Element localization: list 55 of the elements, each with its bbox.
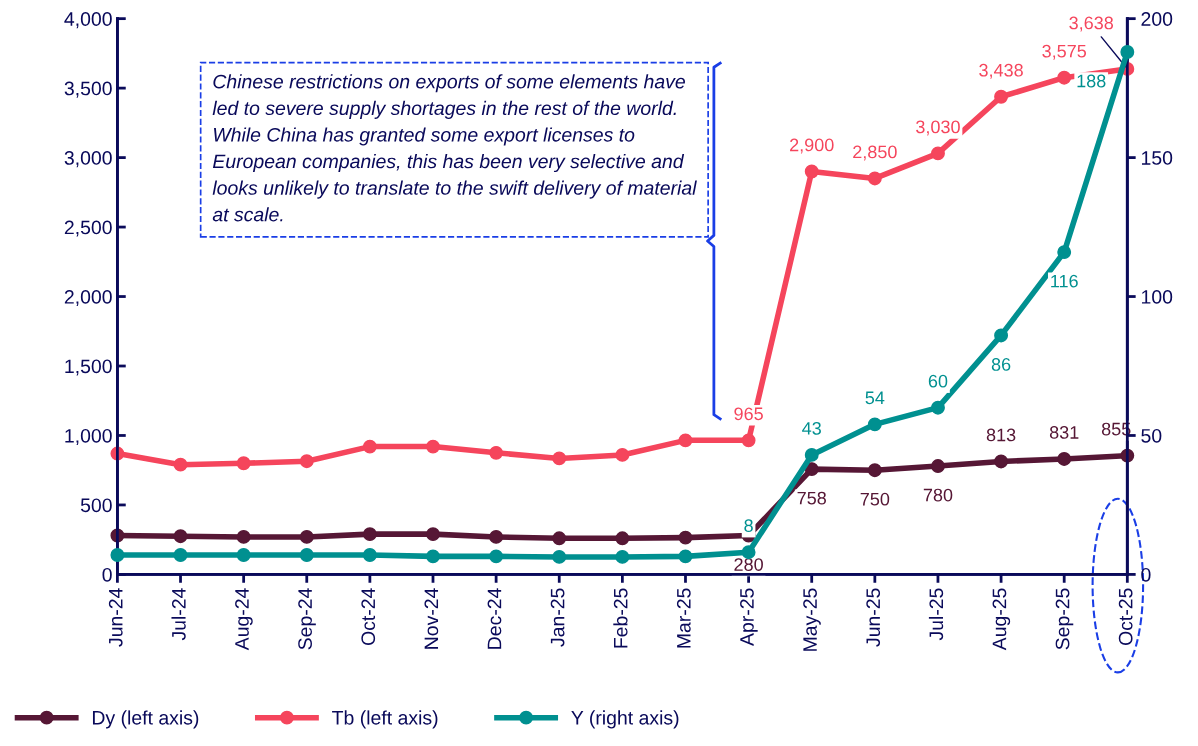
y-tick-label: 3,000 bbox=[64, 151, 112, 168]
x-tick-label: Jul-24 bbox=[171, 588, 186, 641]
x-tick-label: Oct-25 bbox=[1118, 588, 1133, 646]
x-tick-label: Jul-25 bbox=[928, 588, 944, 641]
y-tick-label: 2,500 bbox=[64, 220, 112, 237]
x-tick-label: Jun-24 bbox=[108, 588, 123, 647]
y2-tick-label: 200 bbox=[1141, 12, 1173, 26]
x-tick-label: Mar-25 bbox=[676, 588, 691, 648]
data-label: 86 bbox=[991, 358, 1011, 371]
data-label: 280 bbox=[734, 558, 763, 571]
data-label: 3,438 bbox=[979, 63, 1023, 79]
y2-tick-label: 150 bbox=[1142, 151, 1173, 165]
annotation: Chinese restrictions on exports of some elements have led to severe supply shortages in the rest of the world. While China has granted some export licenses to European companies, this has been very selective and looks unlikely to translate to the swift delivery of material at scale. bbox=[212, 74, 697, 222]
x-tick-label: Dec-24 bbox=[487, 588, 502, 649]
data-label: 813 bbox=[986, 428, 1016, 442]
legend-label: Dy (left axis) bbox=[92, 710, 199, 729]
data-label: 3,030 bbox=[916, 120, 960, 136]
data-label: 3,638 bbox=[1069, 16, 1114, 32]
y-tick-label: 2,000 bbox=[64, 290, 112, 307]
y-tick-label: 3,500 bbox=[64, 81, 112, 98]
data-label: 2,850 bbox=[853, 145, 897, 161]
x-tick-label: Sep-25 bbox=[1055, 588, 1074, 650]
data-label: 780 bbox=[923, 488, 953, 502]
y2-tick-label: 0 bbox=[1141, 567, 1151, 582]
y2-tick-label: 50 bbox=[1141, 428, 1162, 443]
x-tick-label: Jun-25 bbox=[866, 588, 881, 647]
x-tick-label: Aug-24 bbox=[235, 588, 253, 651]
x-tick-label: Feb-25 bbox=[613, 588, 628, 648]
x-tick-label: Aug-25 bbox=[992, 588, 1011, 651]
data-label: 60 bbox=[928, 374, 948, 388]
legend-label: Y (right axis) bbox=[571, 710, 679, 729]
y-tick-label: 1,000 bbox=[65, 428, 112, 446]
y-tick-label: 0 bbox=[102, 567, 112, 582]
data-label: 43 bbox=[802, 421, 821, 435]
x-tick-label: Jan-25 bbox=[550, 588, 565, 647]
legend-label: Tb (left axis) bbox=[332, 710, 438, 729]
y-tick-label: 1,500 bbox=[65, 359, 112, 376]
data-label: 8 bbox=[744, 519, 753, 533]
y-tick-label: 500 bbox=[80, 498, 112, 513]
x-tick-label: Apr-25 bbox=[740, 588, 758, 646]
x-tick-label: Sep-24 bbox=[298, 588, 316, 650]
y2-tick-label: 100 bbox=[1142, 290, 1173, 304]
data-label: 758 bbox=[797, 491, 826, 505]
data-label: 116 bbox=[1051, 274, 1078, 288]
data-label: 188 bbox=[1077, 74, 1106, 88]
data-label: 54 bbox=[865, 391, 885, 405]
data-label: 750 bbox=[860, 492, 890, 506]
data-label: 831 bbox=[1049, 426, 1079, 439]
x-tick-label: May-25 bbox=[803, 588, 821, 651]
data-label: 3,575 bbox=[1042, 44, 1087, 60]
data-label: 965 bbox=[734, 407, 763, 421]
x-tick-label: Oct-24 bbox=[361, 588, 376, 646]
data-label: 2,900 bbox=[790, 138, 834, 154]
x-tick-label: Nov-24 bbox=[424, 588, 439, 649]
y-tick-label: 4,000 bbox=[64, 12, 112, 29]
